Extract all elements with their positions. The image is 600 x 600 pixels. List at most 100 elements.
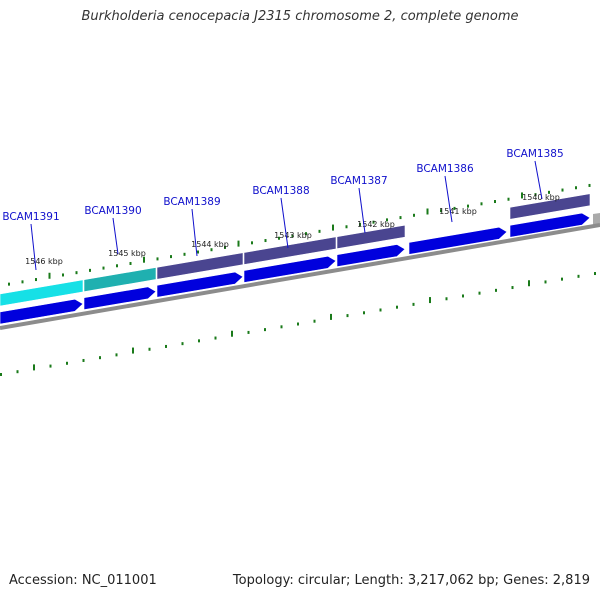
gc-dot [313,319,316,323]
gc-dot [305,232,307,236]
kbp-tick-label: 1541 kbp [439,207,477,216]
gc-dot [129,261,132,265]
gc-dot [372,220,375,224]
gc-dot [181,342,184,346]
cds-arrow [83,286,157,311]
kbp-tick-label: 1542 kbp [357,220,395,229]
gc-dot [278,236,280,240]
chromosome-backbone [0,223,600,330]
gc-dot [453,206,456,210]
gc-dot [577,274,580,278]
accession-text: Accession: NC_011001 [9,573,157,588]
gc-dot [345,225,348,229]
gc-dot [480,202,483,206]
gene-label: BCAM1386 [416,163,474,175]
gc-dot [116,264,118,268]
map-title: Burkholderia cenocepacia J2315 chromosom… [81,9,519,24]
gc-dot [198,339,200,343]
gc-dot [156,257,159,261]
gc-dot [33,364,35,371]
cds-arrow [243,255,337,283]
gc-dot [363,311,365,315]
gc-dot [16,370,19,374]
gc-dot [148,347,151,351]
gc-dot [594,272,596,276]
kbp-tick-label: 1546 kbp [25,257,63,266]
gc-dot [467,204,469,208]
gene-label: BCAM1390 [84,205,141,217]
gc-dot [521,192,523,199]
gc-dot [291,234,294,238]
cds-arrow [336,244,406,268]
gc-dot [102,266,105,270]
gc-dot [280,325,283,329]
gc-dot [561,188,564,192]
gc-dot [264,239,267,243]
gene-labels: BCAM1391 BCAM1390 BCAM1389 BCAM1388 BCAM1387… [2,148,564,271]
gc-dot [21,280,24,284]
gc-dot [511,286,514,290]
gc-dot [396,305,398,309]
gc-dot [170,255,172,259]
kbp-ticks: 1546 kbp 1545 kbp 1544 kbp 1543 kbp 1542 kbp… [25,193,560,266]
gc-dot [330,313,332,320]
gc-dot [346,314,349,318]
gene-label: BCAM1389 [163,196,220,208]
gc-content-track-outer [8,183,591,286]
gene-label: BCAM1388 [252,185,309,197]
genome-summary-text: Topology: circular; Length: 3,217,062 bp… [232,573,590,588]
gc-dot [197,250,199,254]
gc-dot [534,193,537,197]
gc-dot [48,272,51,279]
gc-dot [99,356,101,360]
gc-dot [575,186,577,190]
gc-dot [35,278,37,282]
gc-dot [66,361,68,365]
feature-segment [156,252,244,280]
feature-segment [83,267,157,293]
gc-dot [494,200,496,204]
gc-dot [247,330,250,334]
gc-dot [359,222,361,226]
gc-dot [132,347,134,354]
gc-dot [49,364,52,368]
kbp-tick-label: 1545 kbp [108,249,146,258]
kbp-tick-label: 1540 kbp [522,193,560,202]
gc-dot [231,330,233,337]
gc-dot [210,248,213,252]
cds-arrow [408,226,508,255]
feature-segment [593,213,600,226]
gc-dot [386,218,388,222]
gc-dot [318,229,321,233]
gc-dot [264,328,266,332]
cds-arrow [509,212,591,238]
gene-leader-line [112,217,119,255]
cds-arrow [156,271,244,298]
gc-dot [462,294,464,298]
gc-dot [413,213,415,217]
gc-dot [561,277,563,281]
gc-dot [548,190,550,194]
gc-dot [75,271,78,275]
gene-leader-line [534,160,543,200]
gc-dot [507,197,510,201]
kbp-tick-label: 1544 kbp [191,240,229,249]
gc-dot [143,256,145,263]
gene-label: BCAM1387 [330,175,387,187]
gc-dot [478,291,481,295]
gene-leader-line [191,208,198,257]
gc-dot [115,353,118,357]
feature-segment [336,224,406,250]
gc-dot [237,240,240,247]
gc-dot [429,297,431,304]
gene-leader-line [30,223,37,271]
gene-label: BCAM1391 [2,211,59,223]
gc-dot [214,336,217,340]
gc-dot [332,224,334,231]
cds-arrow-track [0,212,591,325]
gc-dot [82,358,85,362]
gene-leader-line [444,175,453,223]
gc-dot [528,280,530,287]
gc-dot [62,273,64,277]
